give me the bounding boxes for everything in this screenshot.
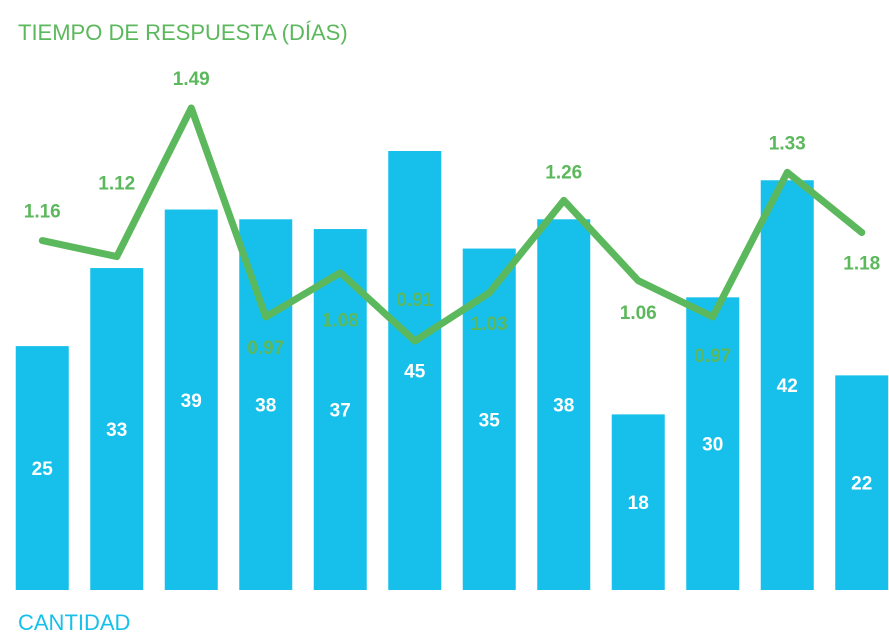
bar-label: 39 — [181, 391, 202, 412]
bar-label: 18 — [628, 493, 649, 514]
line-label: 1.06 — [620, 303, 657, 324]
line-label: 1.26 — [545, 162, 582, 183]
line-label: 1.03 — [471, 314, 508, 335]
line-series-name: TIEMPO DE RESPUESTA (DÍAS) — [18, 20, 348, 45]
bar — [611, 414, 665, 590]
line-label: 1.49 — [173, 69, 210, 90]
bar-label: 30 — [702, 435, 723, 456]
bar — [388, 151, 442, 590]
bar-label: 45 — [404, 362, 426, 383]
line-label: 1.18 — [843, 254, 880, 275]
bar — [537, 219, 591, 591]
bar-label: 38 — [255, 396, 276, 417]
bar-label: 37 — [330, 401, 351, 422]
bar-label: 25 — [32, 459, 54, 480]
bar-label: 35 — [479, 410, 501, 431]
line-label: 1.08 — [322, 311, 359, 332]
bar — [164, 209, 218, 591]
line-label: 1.12 — [98, 174, 135, 195]
line-label: 0.97 — [247, 338, 284, 359]
bar — [760, 180, 814, 590]
bar — [686, 297, 740, 590]
bar-label: 22 — [851, 474, 872, 495]
line-label: 1.16 — [24, 202, 61, 223]
bar — [15, 346, 69, 590]
line-label: 0.91 — [396, 290, 433, 311]
bar-label: 33 — [106, 420, 127, 441]
line — [38, 104, 866, 345]
bar — [90, 268, 144, 590]
bar — [835, 375, 889, 590]
bar-label: 38 — [553, 396, 574, 417]
line-label: 0.97 — [694, 346, 731, 367]
bar-label: 42 — [777, 376, 798, 397]
line-label: 1.33 — [769, 133, 806, 154]
bar-series-name: CANTIDAD — [18, 610, 130, 635]
bar — [239, 219, 293, 591]
